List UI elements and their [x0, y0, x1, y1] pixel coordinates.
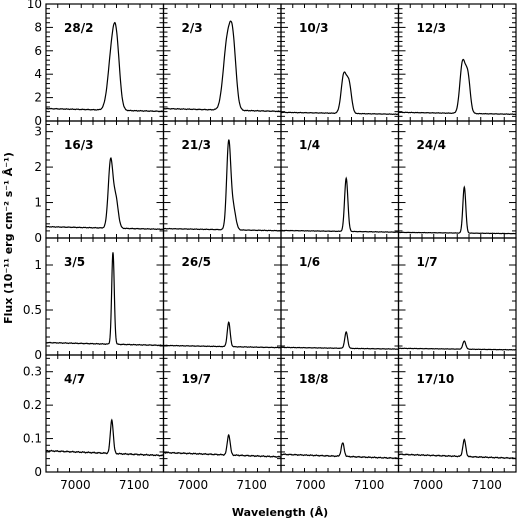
panel-date-label: 1/7: [417, 255, 438, 269]
panel-date-label: 1/6: [299, 255, 320, 269]
spectrum-panel: 21/3: [162, 120, 282, 239]
spectrum-panel: 3/5: [45, 237, 165, 356]
panel-date-label: 17/10: [417, 372, 455, 386]
spectrum-panel: 19/7: [162, 354, 282, 473]
x-tick-label: 7100: [119, 478, 150, 492]
panel-date-label: 16/3: [64, 138, 93, 152]
x-tick-label: 7100: [471, 478, 502, 492]
spectrum-line: [398, 340, 517, 351]
panel-date-label: 18/8: [299, 372, 328, 386]
panel-date-label: 1/4: [299, 138, 320, 152]
panel-date-label: 26/5: [182, 255, 211, 269]
spectrum-panel: 24/4: [397, 120, 517, 239]
spectrum-panel: 2/3: [162, 3, 282, 122]
spectrum-line: [280, 442, 399, 460]
spectrum-panel: 28/2: [45, 3, 165, 122]
x-tick-labels: 7000 7100 7000 7100 7000 7100 7000 7100: [60, 478, 502, 492]
panel-date-label: 19/7: [182, 372, 211, 386]
x-tick-label: 7100: [354, 478, 385, 492]
panel-grid: 28/2 2/3 10/3 12/3 16/3 21/3 1/4 24/4 3/5 26/5 1/6…: [45, 3, 517, 473]
spectrum-panel: 1/6: [280, 237, 400, 356]
panel-date-label: 28/2: [64, 21, 93, 35]
panel-date-label: 10/3: [299, 21, 328, 35]
y-tick-label: 1: [34, 196, 42, 210]
spectrum-line: [398, 438, 517, 460]
panel-date-label: 2/3: [182, 21, 203, 35]
y-tick-label: 0.2: [23, 398, 42, 412]
y-tick-label: 6: [34, 44, 42, 58]
spectrum-panel: 4/7: [45, 354, 165, 473]
x-tick-label: 7100: [236, 478, 267, 492]
y-tick-label: 0: [34, 231, 42, 245]
spectrum-panel: 10/3: [280, 3, 400, 122]
spectrum-line: [45, 252, 164, 347]
spectrum-line: [398, 58, 517, 116]
panel-date-label: 3/5: [64, 255, 85, 269]
x-tick-label: 7000: [413, 478, 444, 492]
spectrum-panel: 1/7: [397, 237, 517, 356]
y-tick-label: 10: [27, 0, 42, 11]
spectrum-line: [163, 433, 282, 458]
spectrum-line: [163, 20, 282, 113]
y-tick-label: 4: [34, 67, 42, 81]
panel-date-label: 4/7: [64, 372, 85, 386]
y-tick-label: 0: [34, 465, 42, 479]
y-tick-label: 0.5: [23, 303, 42, 317]
spectrum-panel: 17/10: [397, 354, 517, 473]
panel-date-label: 12/3: [417, 21, 446, 35]
x-tick-label: 7000: [295, 478, 326, 492]
spectrum-line: [163, 321, 282, 349]
spectrum-panel: 18/8: [280, 354, 400, 473]
y-tick-label: 0.3: [23, 365, 42, 379]
spectrum-line: [45, 418, 164, 457]
panel-date-label: 21/3: [182, 138, 211, 152]
y-tick-label: 2: [34, 160, 42, 174]
spectrum-panel: 16/3: [45, 120, 165, 239]
y-tick-label: 1: [34, 258, 42, 272]
x-axis-title: Wavelength (Å): [232, 506, 328, 519]
x-tick-label: 7000: [60, 478, 91, 492]
y-tick-label: 3: [34, 125, 42, 139]
spectrum-panel: 12/3: [397, 3, 517, 122]
spectrum-line: [45, 157, 164, 231]
spectrum-line: [280, 176, 399, 233]
y-tick-label: 0: [34, 348, 42, 362]
spectrum-panel: 1/4: [280, 120, 400, 239]
panel-date-label: 24/4: [417, 138, 446, 152]
y-tick-label: 2: [34, 91, 42, 105]
y-tick-label: 0: [34, 114, 42, 128]
y-tick-label: 0.1: [23, 432, 42, 446]
spectrum-line: [163, 139, 282, 232]
spectrum-line: [280, 331, 399, 350]
y-tick-label: 8: [34, 20, 42, 34]
spectrum-line: [45, 21, 164, 113]
spectrum-line: [280, 71, 399, 116]
spectrum-panel: 26/5: [162, 237, 282, 356]
x-tick-label: 7000: [178, 478, 209, 492]
y-axis-title: Flux (10⁻¹¹ erg cm⁻² s⁻¹ Å⁻¹): [2, 152, 15, 324]
spectrum-line: [398, 185, 517, 235]
